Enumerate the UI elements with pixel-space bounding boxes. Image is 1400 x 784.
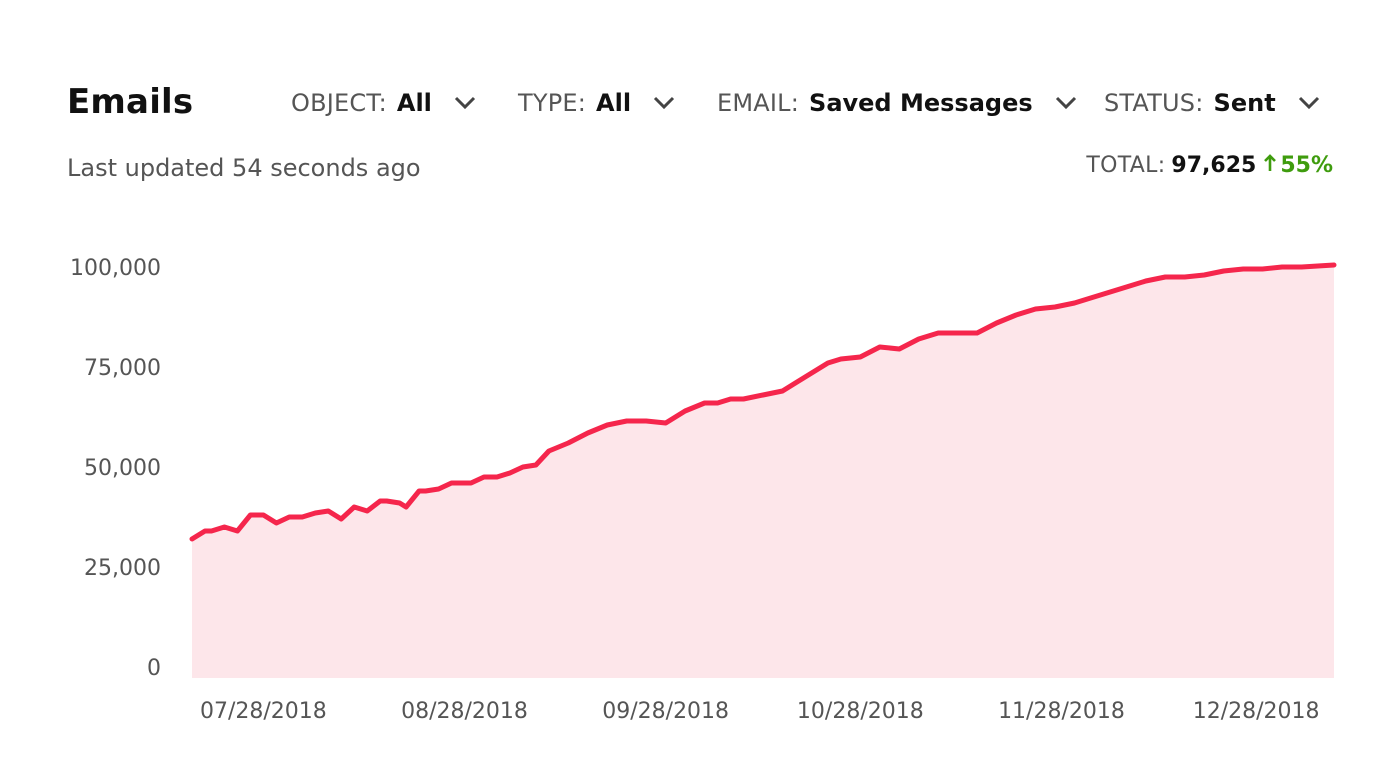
y-tick-label: 0 [147, 656, 161, 681]
status-filter-value: Sent [1213, 89, 1276, 117]
x-tick-label: 12/28/2018 [1193, 699, 1320, 724]
x-tick-label: 09/28/2018 [602, 699, 729, 724]
last-updated-text: Last updated 54 seconds ago [67, 154, 421, 182]
x-tick-label: 08/28/2018 [401, 699, 528, 724]
chevron-down-icon [454, 96, 476, 110]
type-filter-value: All [596, 89, 632, 117]
total-summary: TOTAL: 97,625 55% [1086, 149, 1333, 183]
type-filter-dropdown[interactable]: TYPE: All [518, 86, 675, 120]
email-filter-value: Saved Messages [809, 89, 1033, 117]
series-line [189, 262, 1337, 542]
object-filter-value: All [396, 89, 432, 117]
x-tick-label: 10/28/2018 [797, 699, 924, 724]
chevron-down-icon [653, 96, 675, 110]
chevron-down-icon [1298, 96, 1320, 110]
x-tick-label: 11/28/2018 [998, 699, 1125, 724]
y-tick-label: 25,000 [84, 556, 161, 581]
email-filter-dropdown[interactable]: EMAIL: Saved Messages [717, 86, 1077, 120]
series-area-fill [192, 265, 1334, 678]
email-filter-label: EMAIL: [717, 89, 800, 117]
y-tick-label: 75,000 [84, 356, 161, 381]
total-value: 97,625 [1171, 153, 1257, 178]
object-filter-dropdown[interactable]: OBJECT: All [291, 86, 476, 120]
chart-title: Emails [67, 82, 194, 122]
status-filter-label: STATUS: [1104, 89, 1204, 117]
y-tick-label: 50,000 [84, 456, 161, 481]
arrow-up-icon [1264, 149, 1277, 183]
x-tick-label: 07/28/2018 [200, 699, 327, 724]
chart-header: Emails OBJECT: All TYPE: All EMAIL: Save… [67, 78, 1335, 128]
total-change: 55% [1264, 149, 1333, 183]
total-label: TOTAL: [1086, 153, 1166, 178]
total-change-value: 55% [1280, 153, 1333, 178]
y-tick-label: 100,000 [70, 256, 161, 281]
type-filter-label: TYPE: [518, 89, 587, 117]
chevron-down-icon [1055, 96, 1077, 110]
status-filter-dropdown[interactable]: STATUS: Sent [1104, 86, 1320, 120]
object-filter-label: OBJECT: [291, 89, 387, 117]
